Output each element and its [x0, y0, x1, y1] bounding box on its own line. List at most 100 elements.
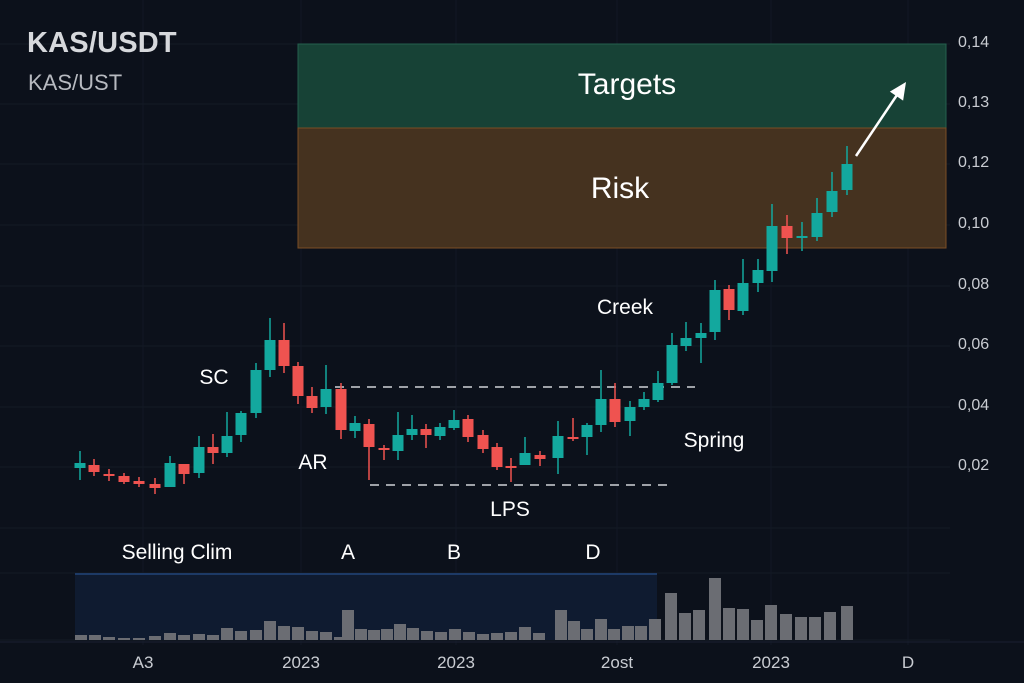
- bullish-candle: [826, 172, 838, 217]
- y-axis-label: 0,12: [958, 154, 990, 171]
- volume-bar: [118, 638, 130, 640]
- bullish-candle: [709, 280, 721, 340]
- pair-subtitle: KAS/UST: [28, 70, 123, 95]
- bearish-candle: [723, 285, 735, 320]
- volume-bar: [164, 633, 176, 640]
- bullish-candle: [552, 421, 564, 474]
- targets-zone: [297, 43, 947, 129]
- bullish-candle: [652, 371, 664, 402]
- volume-bar: [449, 629, 461, 640]
- annotation-selling-clim: Selling Clim: [121, 541, 233, 564]
- volume-bar: [795, 617, 807, 640]
- volume-bar: [635, 626, 647, 640]
- y-axis-label: 0,04: [958, 397, 990, 414]
- bullish-candle: [519, 437, 531, 465]
- bearish-candle: [88, 459, 100, 476]
- volume-bars: [75, 578, 853, 640]
- volume-bar: [193, 634, 205, 640]
- risk-label: Risk: [590, 172, 650, 205]
- volume-bar: [809, 617, 821, 640]
- x-axis-label: 2023: [752, 653, 790, 672]
- bullish-candle: [250, 363, 262, 418]
- pair-title: KAS/USDT: [27, 27, 177, 59]
- volume-bar: [207, 635, 219, 640]
- y-axis-label: 0,08: [958, 276, 990, 293]
- volume-bar: [278, 626, 290, 640]
- x-axis-label: 2ost: [600, 653, 634, 672]
- volume-bar: [264, 621, 276, 640]
- bullish-candle: [811, 198, 823, 241]
- bullish-candle: [666, 333, 678, 385]
- volume-bar: [394, 624, 406, 640]
- volume-bar: [477, 634, 489, 640]
- volume-bar: [368, 630, 380, 640]
- level-lines: [335, 386, 695, 486]
- y-axis-label: 0,10: [958, 215, 990, 232]
- bearish-candle: [149, 478, 161, 494]
- annotation-d: D: [585, 541, 601, 564]
- volume-bar: [355, 629, 367, 640]
- bearish-candle: [118, 473, 130, 484]
- volume-bar: [622, 626, 634, 640]
- annotation-lps: LPS: [490, 498, 530, 521]
- volume-bar: [679, 613, 691, 640]
- bearish-candle: [207, 434, 219, 464]
- y-axis-label: 0,06: [958, 336, 990, 353]
- volume-bar: [595, 619, 607, 640]
- bullish-candle: [434, 423, 446, 440]
- bullish-candle: [796, 222, 808, 251]
- volume-bar: [709, 578, 721, 640]
- bullish-candle: [349, 416, 361, 438]
- bullish-candle: [74, 451, 86, 480]
- volume-bar: [765, 605, 777, 640]
- bearish-candle: [462, 415, 474, 442]
- bearish-candle: [363, 419, 375, 480]
- volume-bar: [435, 632, 447, 640]
- volume-bar: [334, 637, 346, 640]
- volume-bar: [505, 632, 517, 640]
- bullish-candle: [695, 323, 707, 363]
- bearish-candle: [378, 445, 390, 460]
- volume-bar: [103, 637, 115, 640]
- y-axis-label: 0,02: [958, 457, 990, 474]
- volume-bar: [555, 610, 567, 640]
- bullish-candle: [221, 412, 233, 457]
- candlesticks: [74, 146, 853, 494]
- bearish-candle: [505, 458, 517, 482]
- volume-bar: [491, 633, 503, 640]
- volume-bar: [221, 628, 233, 640]
- bearish-candle: [534, 451, 546, 466]
- bearish-candle: [609, 383, 621, 427]
- volume-bar: [780, 614, 792, 640]
- volume-bar: [751, 620, 763, 640]
- risk-zone: [297, 127, 947, 249]
- annotation-spring: Spring: [683, 429, 745, 452]
- bearish-candle: [292, 362, 304, 404]
- volume-bar: [608, 629, 620, 640]
- volume-bar: [723, 608, 735, 640]
- y-axis-label: 0,14: [958, 34, 990, 51]
- volume-bar: [649, 619, 661, 640]
- volume-bar: [519, 627, 531, 640]
- volume-bar: [533, 633, 545, 640]
- up-arrow-icon: [854, 82, 906, 157]
- targets-label: Targets: [577, 68, 677, 101]
- volume-bar: [89, 635, 101, 640]
- volume-bar: [133, 638, 145, 640]
- bearish-candle: [491, 443, 503, 470]
- bullish-candle: [624, 401, 636, 436]
- x-axis-label: 2023: [282, 653, 320, 672]
- volume-bar: [665, 593, 677, 640]
- annotation-b: B: [446, 541, 462, 564]
- x-axis-label: 2023: [437, 653, 475, 672]
- bullish-candle: [638, 392, 650, 410]
- annotation-sc: SC: [199, 366, 229, 389]
- bullish-candle: [235, 411, 247, 442]
- volume-bar: [306, 631, 318, 640]
- x-axis-label: D: [901, 653, 915, 672]
- volume-bar: [75, 635, 87, 640]
- volume-bar: [581, 629, 593, 640]
- volume-bar: [841, 606, 853, 640]
- volume-bar: [381, 629, 393, 640]
